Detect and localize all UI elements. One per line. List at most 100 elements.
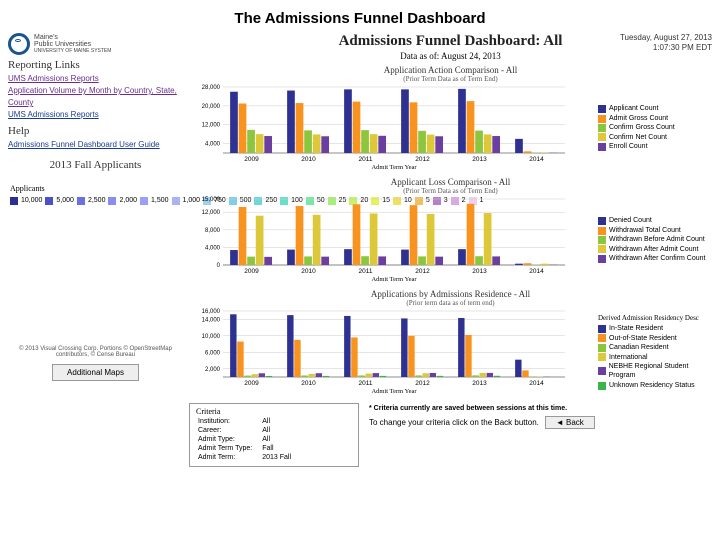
chart-bar[interactable]: [415, 375, 421, 377]
chart-bar[interactable]: [316, 373, 322, 377]
chart-bar[interactable]: [304, 130, 312, 153]
chart-legend-item[interactable]: Withdrawn After Admit Count: [598, 245, 712, 254]
chart-bar[interactable]: [353, 102, 361, 153]
chart-bar[interactable]: [435, 257, 443, 265]
chart-bar[interactable]: [494, 376, 500, 377]
chart-bar[interactable]: [408, 336, 414, 377]
chart-legend-item[interactable]: Admit Gross Count: [598, 114, 712, 123]
chart-bar[interactable]: [458, 249, 466, 265]
chart-legend-item[interactable]: Withdrawn After Confirm Count: [598, 254, 712, 263]
chart-bar[interactable]: [344, 89, 352, 153]
chart-bar[interactable]: [358, 375, 364, 377]
chart-bar[interactable]: [287, 250, 295, 265]
chart-legend-item[interactable]: International: [598, 353, 712, 362]
chart-bar[interactable]: [264, 136, 272, 153]
chart-bar[interactable]: [230, 250, 238, 265]
chart-bar[interactable]: [480, 373, 486, 377]
chart-bar[interactable]: [465, 335, 471, 377]
chart-bar[interactable]: [252, 374, 258, 377]
chart-bar[interactable]: [475, 131, 483, 153]
additional-maps-button[interactable]: Additional Maps: [52, 364, 139, 381]
chart-bar[interactable]: [264, 257, 272, 265]
chart-bar[interactable]: [304, 256, 312, 265]
sidebar-link[interactable]: UMS Admissions Reports: [8, 73, 183, 85]
chart-bar[interactable]: [230, 314, 236, 377]
chart-bar[interactable]: [344, 249, 352, 265]
chart-bar[interactable]: [484, 134, 492, 153]
chart-legend-item[interactable]: Out-of-State Resident: [598, 334, 712, 343]
chart-bar[interactable]: [418, 131, 426, 153]
chart-bar[interactable]: [515, 264, 523, 265]
chart-bar[interactable]: [313, 215, 321, 265]
chart-bar[interactable]: [472, 375, 478, 377]
chart-bar[interactable]: [475, 256, 483, 265]
chart-bar[interactable]: [344, 316, 350, 377]
chart-legend-item[interactable]: Applicant Count: [598, 104, 712, 113]
chart-bar[interactable]: [487, 373, 493, 377]
chart-bar[interactable]: [287, 91, 295, 153]
chart-bar[interactable]: [296, 206, 304, 265]
chart-bar[interactable]: [378, 256, 386, 265]
chart-bar[interactable]: [401, 250, 409, 265]
chart-bar[interactable]: [244, 376, 250, 377]
chart-legend-item[interactable]: In-State Resident: [598, 324, 712, 333]
chart-bar[interactable]: [458, 318, 464, 377]
chart-bar[interactable]: [313, 134, 321, 153]
chart-bar[interactable]: [256, 216, 264, 265]
chart-bar[interactable]: [458, 89, 466, 153]
chart-bar[interactable]: [467, 204, 475, 265]
chart-bar[interactable]: [353, 204, 361, 265]
chart-svg[interactable]: 04,0008,00012,00015,00020092010201120122…: [189, 195, 569, 283]
chart-bar[interactable]: [230, 92, 238, 153]
chart-bar[interactable]: [492, 136, 500, 153]
chart-bar[interactable]: [524, 263, 532, 265]
chart-bar[interactable]: [373, 373, 379, 377]
chart-bar[interactable]: [418, 256, 426, 265]
chart-bar[interactable]: [378, 136, 386, 153]
chart-legend-item[interactable]: Denied Count: [598, 216, 712, 225]
chart-bar[interactable]: [435, 136, 443, 153]
chart-bar[interactable]: [361, 256, 369, 265]
chart-bar[interactable]: [287, 315, 293, 377]
chart-bar[interactable]: [437, 376, 443, 377]
chart-bar[interactable]: [410, 205, 418, 265]
chart-bar[interactable]: [430, 373, 436, 377]
chart-bar[interactable]: [370, 214, 378, 265]
chart-bar[interactable]: [401, 89, 409, 153]
chart-bar[interactable]: [361, 130, 369, 153]
chart-legend-item[interactable]: Confirm Gross Count: [598, 123, 712, 132]
sidebar-link[interactable]: Application Volume by Month by Country, …: [8, 85, 183, 109]
chart-svg[interactable]: 2,0006,00010,00014,00016,000200920102011…: [189, 307, 569, 395]
chart-bar[interactable]: [301, 375, 307, 377]
back-button[interactable]: ◄ Back: [545, 416, 595, 429]
chart-bar[interactable]: [351, 337, 357, 377]
chart-bar[interactable]: [247, 130, 255, 153]
chart-bar[interactable]: [467, 101, 475, 153]
chart-svg[interactable]: 4,00012,00020,00028,00020092010201120122…: [189, 83, 569, 171]
chart-legend-item[interactable]: Withdrawn Before Admit Count: [598, 235, 712, 244]
chart-bar[interactable]: [423, 373, 429, 377]
chart-bar[interactable]: [239, 207, 247, 265]
chart-bar[interactable]: [515, 360, 521, 377]
chart-legend-item[interactable]: Confirm Net Count: [598, 133, 712, 142]
chart-bar[interactable]: [410, 102, 418, 153]
chart-bar[interactable]: [247, 257, 255, 265]
chart-bar[interactable]: [524, 151, 532, 153]
chart-bar[interactable]: [296, 103, 304, 153]
chart-bar[interactable]: [239, 104, 247, 154]
chart-bar[interactable]: [266, 376, 272, 377]
chart-bar[interactable]: [427, 214, 435, 265]
chart-legend-item[interactable]: NEBHE Regional Student Program: [598, 362, 712, 381]
chart-bar[interactable]: [522, 370, 528, 377]
chart-bar[interactable]: [541, 264, 549, 265]
chart-legend-item[interactable]: Unknown Residency Status: [598, 381, 712, 390]
chart-bar[interactable]: [309, 374, 315, 377]
chart-legend-item[interactable]: Enroll Count: [598, 142, 712, 151]
chart-bar[interactable]: [294, 340, 300, 377]
chart-bar[interactable]: [366, 374, 372, 377]
chart-bar[interactable]: [237, 342, 243, 377]
chart-bar[interactable]: [259, 373, 265, 377]
chart-legend-item[interactable]: Withdrawal Total Count: [598, 226, 712, 235]
chart-bar[interactable]: [321, 136, 329, 153]
chart-bar[interactable]: [401, 318, 407, 377]
